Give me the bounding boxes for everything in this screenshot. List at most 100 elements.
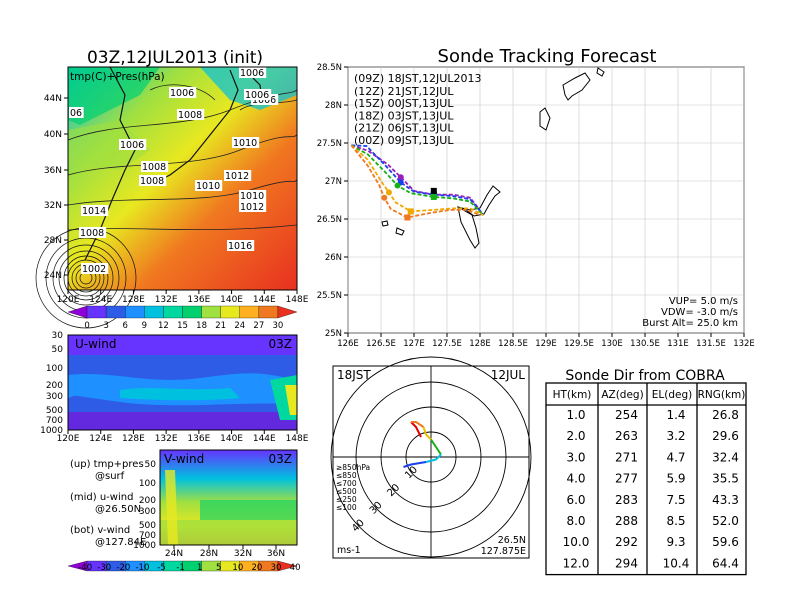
- level-legend-entry: ≤100: [336, 503, 357, 512]
- y-tick-label: 36N: [44, 166, 62, 176]
- contour-label: 1010: [195, 180, 223, 192]
- contour-label: 1012: [224, 170, 252, 182]
- y-tick-label: 200: [46, 381, 63, 391]
- y-tick-label: 200: [139, 496, 156, 506]
- table-cell: 64.4: [712, 556, 739, 570]
- legend-entry: (15Z) 00JST,13JUL: [354, 97, 454, 110]
- x-tick-label: 128E: [122, 434, 145, 444]
- table-header-cell: AZ(deg): [601, 389, 643, 401]
- u-wind-panel: U-wind 03Z 120E 124E 128E 132E 136E 140E 144E 1…: [40, 331, 309, 444]
- mild-region: [68, 120, 150, 170]
- x-tick-label: 128.5E: [498, 339, 528, 349]
- svg-text:1008: 1008: [80, 228, 104, 239]
- x-tick-label: 148E: [286, 295, 309, 305]
- colorbar-swatch: [144, 305, 164, 319]
- track-square: [404, 214, 411, 221]
- x-tick-label: 128E: [469, 339, 491, 349]
- track-line: [350, 144, 484, 216]
- table-cell: 254: [615, 408, 638, 422]
- level-legend-entry: ≤700: [336, 479, 357, 488]
- colorbar-swatch: [258, 305, 279, 319]
- colorbar-label: 21: [215, 321, 226, 331]
- v-wind-x-ticks: 24N 28N 32N 36N: [165, 545, 285, 559]
- colorbar-label: 10: [232, 563, 243, 573]
- x-tick-label: 131.5E: [696, 339, 726, 349]
- y-tick-label: 1000: [40, 426, 63, 436]
- level-legend-entry: ≥850hPa: [336, 463, 370, 472]
- svg-text:1006: 1006: [252, 95, 276, 106]
- table-title: Sonde Dir from COBRA: [565, 368, 725, 384]
- y-tick-label: 32N: [44, 201, 62, 211]
- hodograph-segment: [411, 421, 425, 428]
- colorbar-label: -1: [176, 563, 184, 573]
- table-cell: 10.0: [563, 535, 590, 549]
- u-wind-band: [68, 412, 297, 430]
- tracking-title: Sonde Tracking Forecast: [438, 46, 657, 67]
- table-cell: 4.7: [666, 450, 685, 464]
- v-wind-band: [165, 470, 178, 545]
- u-wind-frame: [67, 334, 298, 431]
- contour-label: 1006: [119, 139, 147, 151]
- track-marker: [397, 174, 404, 181]
- svg-text:1006: 1006: [120, 140, 144, 151]
- contour-label: 1012: [239, 201, 267, 213]
- y-tick-label: 100: [139, 479, 156, 489]
- colorbar-swatch: [220, 305, 240, 319]
- table-cell: 3.0: [566, 450, 585, 464]
- table-header-cell: HT(km): [553, 389, 592, 401]
- level-legend-entry: ≤850: [336, 471, 357, 480]
- svg-text:1010: 1010: [196, 181, 220, 192]
- table-cell: 271: [615, 450, 638, 464]
- x-tick-label: 126E: [337, 339, 359, 349]
- x-tick-label: 130E: [601, 339, 623, 349]
- island-outlines: [381, 67, 605, 249]
- contour-label: 1006: [169, 87, 197, 99]
- svg-text:1014: 1014: [82, 206, 106, 217]
- colorbar-swatch: [277, 560, 298, 572]
- x-tick-label: 136E: [187, 434, 210, 444]
- table-cell: 29.6: [712, 429, 739, 443]
- tracking-x-ticks: 126E 126.5E 127E 127.5E 128E 128.5E 129E 129.5E…: [337, 333, 755, 349]
- track-line: [351, 144, 485, 216]
- colorbar-swatch: [125, 305, 145, 319]
- note-mid: (mid) u-wind: [70, 492, 133, 503]
- colorbar-swatch: [182, 305, 202, 319]
- info-line: Burst Alt= 25.0 km: [642, 318, 738, 329]
- table-cell: 5.9: [666, 472, 685, 486]
- legend-entry: (12Z) 21JST,12JUL: [354, 85, 454, 98]
- colorbar-swatch: [86, 305, 107, 319]
- table-cell: 263: [615, 429, 638, 443]
- v-wind-band: [160, 520, 297, 545]
- note-up-2: @surf: [95, 471, 125, 482]
- surface-title: 03Z,12JUL2013 (init): [87, 48, 263, 68]
- x-tick-label: 140E: [220, 434, 243, 444]
- track-line: [350, 144, 484, 216]
- level-legend: ≥850hPa≤850≤700≤500≤250≤100: [336, 463, 370, 512]
- info-line: VDW= -3.0 m/s: [661, 307, 738, 318]
- surface-y-ticks: 24N 28N 32N 36N 40N 44N: [44, 94, 68, 281]
- hodo-unit: ms-1: [337, 545, 361, 556]
- svg-text:1008: 1008: [140, 176, 164, 187]
- hodograph-trace: [403, 421, 442, 468]
- x-tick-label: 144E: [253, 434, 276, 444]
- svg-text:1010: 1010: [233, 138, 257, 149]
- y-tick-label: 28N: [44, 236, 62, 246]
- tracking-legend: (09Z) 18JST,12JUL2013(12Z) 21JST,12JUL(1…: [354, 72, 481, 147]
- contour-label: 1016: [227, 240, 255, 252]
- table-cell: 52.0: [712, 514, 739, 528]
- hodograph-rings: [330, 356, 532, 558]
- x-tick-label: 140E: [220, 295, 243, 305]
- x-tick-label: 132E: [155, 434, 178, 444]
- panel-notes: (up) tmp+pres @surf (mid) u-wind @26.50N…: [70, 459, 146, 548]
- svg-text:1012: 1012: [225, 171, 249, 182]
- colorbar-label: 30: [273, 321, 284, 331]
- cool-region: [68, 67, 160, 125]
- colorbar-swatch: [106, 305, 126, 319]
- table-cell: 7.5: [666, 493, 685, 507]
- table-header-cell: EL(deg): [652, 389, 692, 401]
- y-tick-label: 700: [46, 416, 63, 426]
- v-wind-frame: [159, 449, 298, 546]
